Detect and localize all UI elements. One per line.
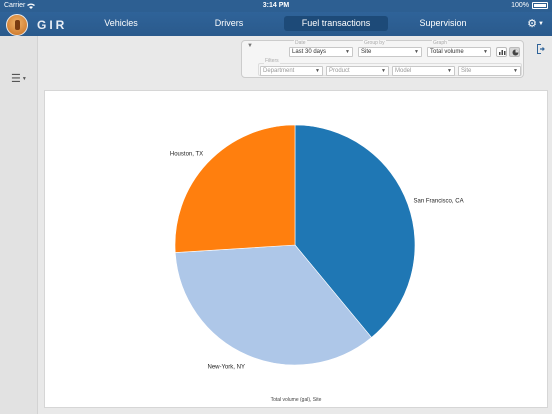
tab-vehicles[interactable]: Vehicles <box>104 18 138 28</box>
graph-select[interactable]: Total volume ▼ <box>427 47 491 57</box>
chevron-down-icon: ▼ <box>447 68 452 74</box>
date-select[interactable]: Last 30 days ▼ <box>289 47 353 57</box>
battery-icon <box>532 2 548 9</box>
filters-group <box>258 63 522 76</box>
status-bar: Carrier 3:14 PM 100% <box>0 0 552 12</box>
graph-value: Total volume <box>430 49 464 55</box>
pie-label: New-York, NY <box>207 365 244 371</box>
carrier: Carrier <box>4 2 36 9</box>
chevron-down-icon: ▼ <box>513 68 518 74</box>
pie-chart: San Francisco, CA New-York, NY Houston, TX… <box>170 124 464 403</box>
tab-drivers[interactable]: Drivers <box>214 18 244 28</box>
brand-name: GIR <box>37 18 68 32</box>
filters-label: Filters <box>264 58 280 64</box>
site-placeholder: Site <box>461 68 472 74</box>
chart-title: Total volume (gal), Site <box>271 397 322 403</box>
collapse-toggle-icon[interactable]: ▼ <box>247 43 253 49</box>
graph-label: Graph <box>432 40 448 46</box>
group-by-select[interactable]: Site ▼ <box>358 47 422 57</box>
tab-supervision[interactable]: Supervision <box>419 18 467 28</box>
filter-panel: ▼ Date Last 30 days ▼ Group by Site ▼ Grap… <box>241 40 524 78</box>
site-select[interactable]: Site ▼ <box>458 66 521 76</box>
pie-slice-new-york-ny[interactable] <box>174 244 372 366</box>
chevron-down-icon: ▼ <box>414 49 419 55</box>
chevron-down-icon: ▼ <box>345 49 350 55</box>
battery: 100% <box>511 2 548 9</box>
pie-label: Houston, TX <box>170 152 203 158</box>
model-select[interactable]: Model ▼ <box>392 66 455 76</box>
chevron-down-icon: ▼ <box>381 68 386 74</box>
chevron-down-icon: ▼ <box>21 75 27 82</box>
pie-slice-san-francisco-ca[interactable] <box>294 124 416 338</box>
logout-export-icon <box>537 44 545 54</box>
battery-percent: 100% <box>511 2 529 9</box>
group-by-value: Site <box>361 49 372 55</box>
clock: 3:14 PM <box>262 2 290 9</box>
pie-chart-button[interactable] <box>509 47 520 57</box>
pie-chart-icon <box>512 49 519 56</box>
left-sidebar <box>0 36 38 414</box>
settings-button[interactable]: ⚙ ▼ <box>527 17 544 30</box>
chevron-down-icon: ▼ <box>315 68 320 74</box>
chevron-down-icon: ▼ <box>483 49 488 55</box>
fuel-drop-logo[interactable] <box>6 14 28 36</box>
date-label: Date <box>294 40 307 46</box>
hamburger-menu-button[interactable]: ☰ ▼ <box>11 72 27 85</box>
model-placeholder: Model <box>395 68 412 74</box>
date-value: Last 30 days <box>292 49 327 55</box>
export-button[interactable] <box>536 42 546 54</box>
bar-chart-icon <box>499 50 506 55</box>
wifi-icon <box>27 3 36 9</box>
department-select[interactable]: Department ▼ <box>260 66 323 76</box>
carrier-label: Carrier <box>4 2 26 9</box>
product-placeholder: Product <box>329 68 350 74</box>
chevron-down-icon: ▼ <box>538 20 544 27</box>
pie-slice-houston-tx[interactable] <box>174 124 296 253</box>
group-by-label: Group by <box>363 40 386 46</box>
hamburger-menu-icon: ☰ <box>11 73 21 85</box>
tab-fuel-transactions[interactable]: Fuel transactions <box>284 16 388 31</box>
department-placeholder: Department <box>263 68 295 74</box>
gear-icon: ⚙ <box>527 18 538 30</box>
bar-chart-button[interactable] <box>496 47 507 57</box>
pie-label: San Francisco, CA <box>414 198 464 204</box>
product-select[interactable]: Product ▼ <box>326 66 389 76</box>
top-navbar: GIR Vehicles Drivers Fuel transactions S… <box>0 12 552 36</box>
chart-card: San Francisco, CA New-York, NY Houston, TX… <box>44 90 548 408</box>
